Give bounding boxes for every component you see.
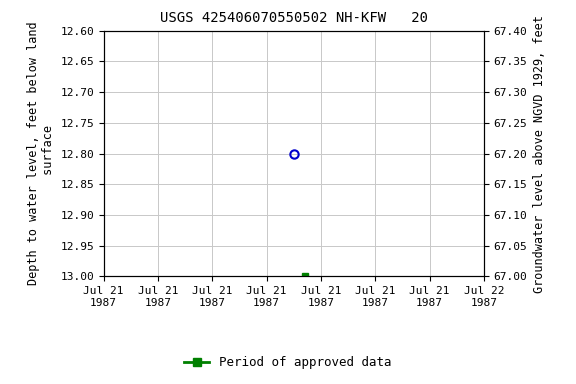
Y-axis label: Depth to water level, feet below land
 surface: Depth to water level, feet below land su…: [26, 22, 55, 285]
Y-axis label: Groundwater level above NGVD 1929, feet: Groundwater level above NGVD 1929, feet: [533, 15, 546, 293]
Title: USGS 425406070550502 NH-KFW   20: USGS 425406070550502 NH-KFW 20: [160, 12, 428, 25]
Legend: Period of approved data: Period of approved data: [179, 351, 397, 374]
